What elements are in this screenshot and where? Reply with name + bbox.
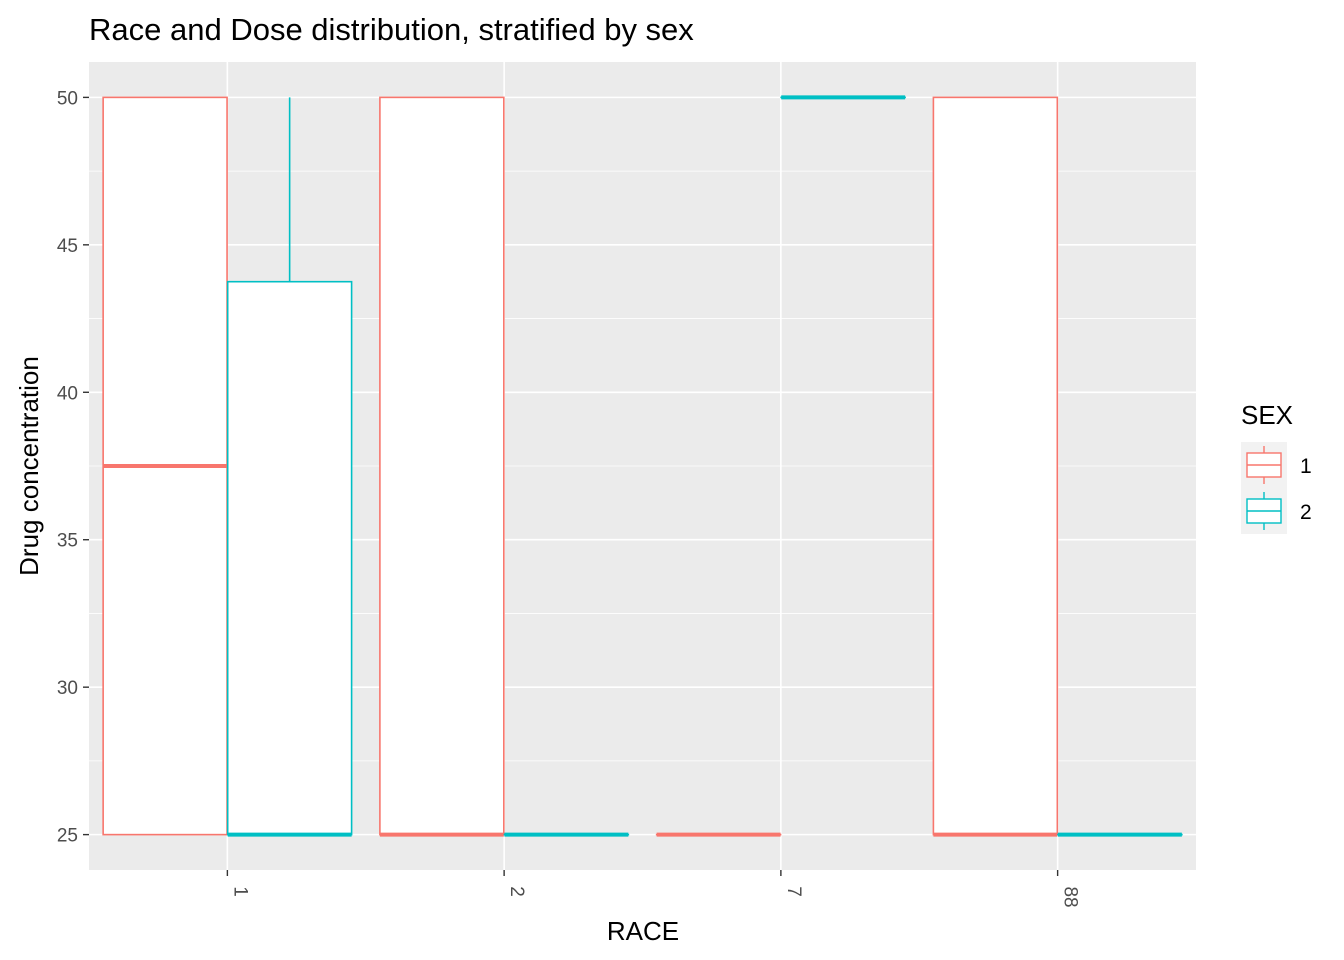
x-tick-label: 88 (1060, 886, 1081, 907)
box-series (102, 95, 1183, 837)
x-axis-title: RACE (607, 916, 679, 946)
x-tick-label: 7 (783, 886, 804, 897)
y-tick-label: 25 (57, 826, 78, 847)
y-tick-label: 45 (57, 236, 78, 257)
y-axis: 25 30 35 40 45 50 (57, 88, 89, 847)
box-sex-1-race-2 (379, 96, 505, 837)
x-tick-label: 2 (506, 886, 527, 897)
box-iqr (932, 96, 1059, 836)
box-iqr (379, 96, 505, 836)
y-tick-label: 50 (57, 88, 78, 109)
legend-label-sex-2: 2 (1300, 501, 1312, 524)
box-sex-1-race-88 (932, 96, 1059, 837)
box-iqr (226, 280, 353, 836)
y-tick-label: 35 (57, 531, 78, 552)
legend-key-sex-1 (1241, 442, 1287, 488)
box-sex-2-race-1 (226, 97, 353, 837)
legend-label-sex-1: 1 (1300, 455, 1312, 478)
x-tick-label: 1 (229, 886, 250, 897)
legend-title: SEX (1241, 400, 1293, 430)
y-axis-title: Drug concentration (14, 356, 44, 576)
box-sex-1-race-1 (102, 96, 228, 836)
legend: SEX 1 2 (1241, 400, 1312, 534)
y-tick-label: 30 (57, 678, 78, 699)
x-axis: 1 2 7 88 (226, 870, 1081, 908)
y-tick-label: 40 (57, 383, 78, 404)
legend-key-sex-2 (1241, 488, 1287, 534)
chart-title: Race and Dose distribution, stratified b… (89, 12, 694, 47)
